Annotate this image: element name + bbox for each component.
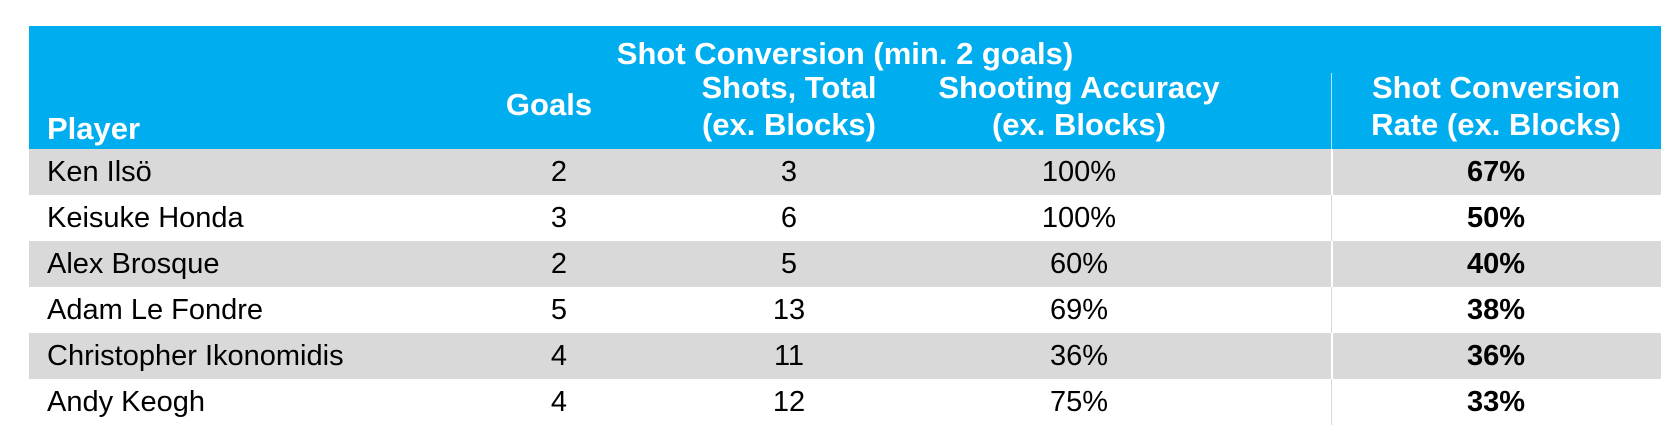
header-accuracy-line1: Shooting Accuracy xyxy=(938,70,1220,105)
header-accuracy: Shooting Accuracy (ex. Blocks) xyxy=(919,69,1239,143)
header-shots-line1: Shots, Total xyxy=(701,70,877,105)
cell-goals: 5 xyxy=(550,294,568,326)
table-body: Ken Ilsö 2 3 100% 67% Keisuke Honda 3 6 100% 50% A… xyxy=(29,149,1661,425)
header-shots: Shots, Total (ex. Blocks) xyxy=(649,69,929,143)
cell-accuracy: 75% xyxy=(1049,386,1109,418)
cell-accuracy: 100% xyxy=(1041,156,1117,188)
cell-player: Christopher Ikonomidis xyxy=(47,340,344,372)
table-row: Alex Brosque 2 5 60% 40% xyxy=(29,241,1661,287)
cell-goals: 4 xyxy=(550,340,568,372)
row-divider xyxy=(1331,149,1333,195)
cell-conversion: 67% xyxy=(1466,156,1526,188)
row-divider xyxy=(1331,195,1332,241)
cell-conversion: 50% xyxy=(1466,202,1526,234)
table-row: Andy Keogh 4 12 75% 33% xyxy=(29,379,1661,425)
cell-shots: 11 xyxy=(773,340,805,372)
cell-accuracy: 100% xyxy=(1041,202,1117,234)
header-divider xyxy=(1331,73,1332,149)
header-shots-line2: (ex. Blocks) xyxy=(701,107,876,142)
cell-shots: 6 xyxy=(780,202,798,234)
table-row: Keisuke Honda 3 6 100% 50% xyxy=(29,195,1661,241)
cell-shots: 13 xyxy=(772,294,806,326)
header-conversion-line2: Rate (ex. Blocks) xyxy=(1371,107,1621,142)
cell-accuracy: 60% xyxy=(1049,248,1109,280)
row-divider xyxy=(1331,241,1333,287)
table-header: Shot Conversion (min. 2 goals) Player Go… xyxy=(29,26,1661,149)
cell-shots: 3 xyxy=(780,156,798,188)
cell-goals: 2 xyxy=(550,248,568,280)
cell-player: Ken Ilsö xyxy=(47,156,152,188)
cell-goals: 4 xyxy=(550,386,568,418)
row-divider xyxy=(1331,379,1332,425)
cell-accuracy: 36% xyxy=(1049,340,1109,372)
row-divider xyxy=(1331,287,1332,333)
cell-player: Keisuke Honda xyxy=(47,202,244,234)
cell-player: Alex Brosque xyxy=(47,248,220,280)
cell-conversion: 40% xyxy=(1466,248,1526,280)
table-row: Ken Ilsö 2 3 100% 67% xyxy=(29,149,1661,195)
cell-player: Adam Le Fondre xyxy=(47,294,264,326)
table-row: Adam Le Fondre 5 13 69% 38% xyxy=(29,287,1661,333)
header-player: Player xyxy=(47,111,141,146)
cell-goals: 3 xyxy=(550,202,568,234)
header-goals: Goals xyxy=(505,87,593,122)
cell-accuracy: 69% xyxy=(1049,294,1109,326)
cell-goals: 2 xyxy=(550,156,568,188)
cell-shots: 5 xyxy=(780,248,798,280)
header-accuracy-line2: (ex. Blocks) xyxy=(991,107,1166,142)
cell-conversion: 36% xyxy=(1466,340,1526,372)
cell-conversion: 33% xyxy=(1466,386,1526,418)
shot-conversion-table: Shot Conversion (min. 2 goals) Player Go… xyxy=(29,26,1661,425)
table-row: Christopher Ikonomidis 4 11 36% 36% xyxy=(29,333,1661,379)
header-conversion-line1: Shot Conversion xyxy=(1371,70,1620,105)
table-title: Shot Conversion (min. 2 goals) xyxy=(616,36,1074,71)
cell-conversion: 38% xyxy=(1466,294,1526,326)
cell-shots: 12 xyxy=(772,386,806,418)
header-conversion: Shot Conversion Rate (ex. Blocks) xyxy=(1331,69,1661,143)
cell-player: Andy Keogh xyxy=(47,386,206,418)
row-divider xyxy=(1331,333,1333,379)
